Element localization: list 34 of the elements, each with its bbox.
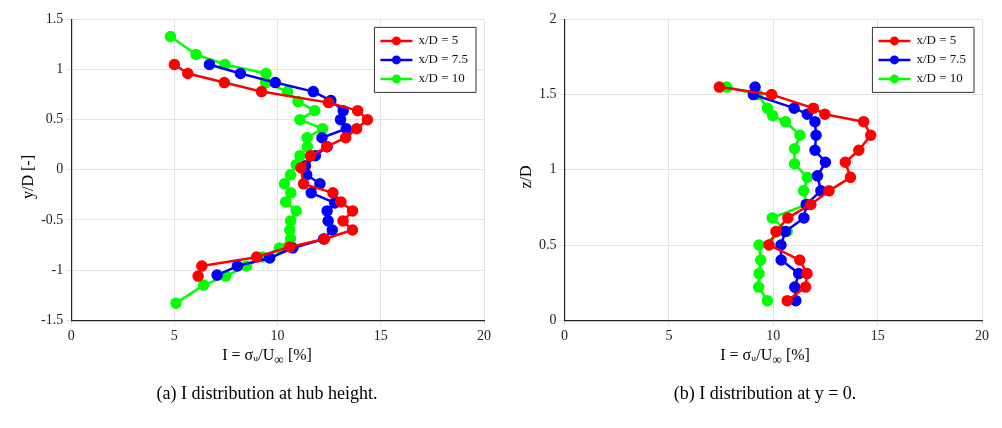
y-tick-label: 0 — [549, 311, 557, 327]
x-tick-label: 0 — [67, 328, 75, 344]
x-tick-label: 5 — [665, 328, 673, 344]
x-tick-label: 20 — [477, 328, 491, 344]
x-tick-label: 20 — [975, 328, 989, 344]
legend-label: x/D = 5 — [418, 32, 459, 48]
y-axis-title: z/D — [517, 164, 535, 191]
x-tick-label: 10 — [766, 328, 781, 344]
legend-label: x/D = 7.5 — [418, 51, 469, 67]
legend-label: x/D = 10 — [418, 70, 465, 86]
x-tick-label: 15 — [870, 328, 885, 344]
y-tick-label: 2 — [549, 11, 557, 27]
y-tick-label: 0.5 — [45, 111, 64, 127]
legend-label: x/D = 7.5 — [916, 51, 967, 67]
x-axis-title: I = σᵤ/U$_{∞}$ [%] — [719, 346, 811, 369]
legend-label: x/D = 10 — [916, 70, 963, 86]
text: (b) I distribution at y = 0. — [672, 383, 858, 404]
x-axis-title: I = σᵤ/U$_{∞}$ [%] — [221, 346, 313, 369]
text: (a) I distribution at hub height. — [155, 383, 379, 404]
x-tick-label: 5 — [170, 328, 178, 344]
y-tick-label: 0.5 — [539, 236, 557, 252]
x-tick-label: 0 — [561, 328, 568, 344]
y-tick-label: 1.5 — [45, 11, 64, 27]
y-tick-label: 0 — [56, 161, 64, 177]
y-tick-label: -1 — [51, 261, 64, 277]
legend-label: x/D = 5 — [916, 32, 957, 48]
x-tick-label: 10 — [270, 328, 285, 344]
y-tick-label: 1 — [549, 161, 557, 177]
x-tick-label: 15 — [373, 328, 388, 344]
y-tick-label: -0.5 — [40, 211, 64, 227]
y-tick-label: -1.5 — [40, 311, 64, 327]
y-axis-title: y/D [-] — [19, 154, 37, 201]
y-tick-label: 1.5 — [539, 86, 557, 102]
y-tick-label: 1 — [56, 61, 64, 77]
